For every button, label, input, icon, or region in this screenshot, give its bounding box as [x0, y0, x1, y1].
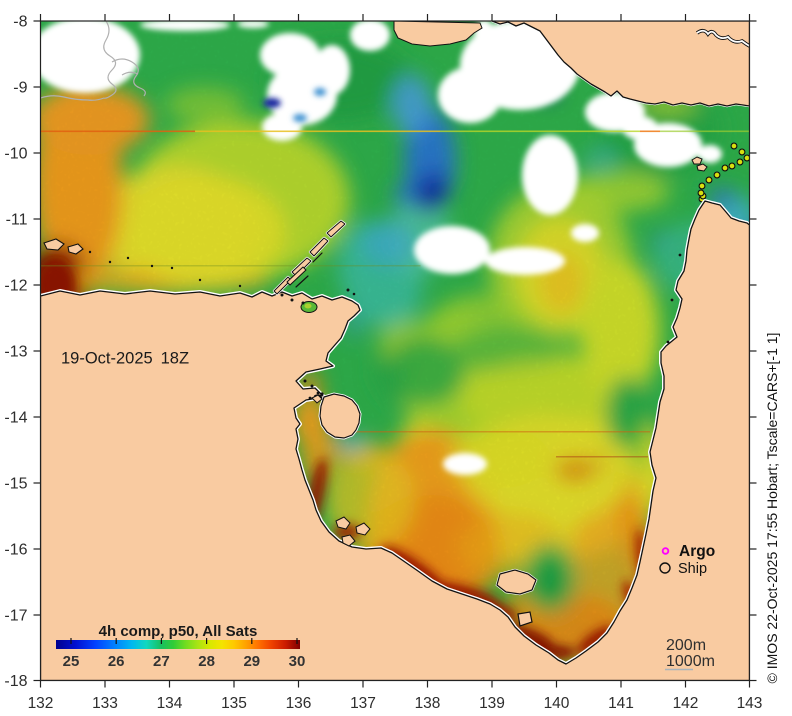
- svg-text:138: 138: [415, 695, 441, 712]
- svg-text:-8: -8: [13, 14, 27, 31]
- svg-text:141: 141: [608, 695, 634, 712]
- svg-text:133: 133: [92, 695, 118, 712]
- svg-text:-12: -12: [4, 278, 27, 295]
- svg-text:-13: -13: [4, 344, 27, 361]
- svg-text:-14: -14: [4, 410, 27, 427]
- svg-text:-15: -15: [4, 476, 27, 493]
- svg-text:1000m: 1000m: [666, 653, 715, 670]
- svg-text:29: 29: [243, 653, 260, 670]
- svg-text:142: 142: [673, 695, 699, 712]
- svg-text:132: 132: [28, 695, 54, 712]
- svg-text:25: 25: [63, 653, 80, 670]
- svg-text:27: 27: [153, 653, 170, 670]
- svg-text:134: 134: [157, 695, 183, 712]
- svg-text:-11: -11: [6, 212, 28, 229]
- svg-text:-18: -18: [4, 673, 27, 690]
- svg-text:-16: -16: [4, 542, 27, 559]
- svg-text:Ship: Ship: [678, 561, 707, 577]
- svg-text:-17: -17: [4, 608, 27, 625]
- svg-text:-9: -9: [13, 80, 27, 97]
- svg-text:139: 139: [479, 695, 505, 712]
- svg-text:28: 28: [198, 653, 215, 670]
- svg-text:© IMOS 22-Oct-2025 17:55 Hobar: © IMOS 22-Oct-2025 17:55 Hobart; Tscale=…: [764, 333, 780, 684]
- svg-text:26: 26: [108, 653, 125, 670]
- svg-text:140: 140: [544, 695, 570, 712]
- svg-text:19-Oct-2025 18Z: 19-Oct-2025 18Z: [61, 350, 189, 368]
- svg-text:4h comp, p50, All Sats: 4h comp, p50, All Sats: [99, 623, 258, 640]
- svg-text:-10: -10: [4, 146, 27, 163]
- svg-text:135: 135: [221, 695, 247, 712]
- svg-text:Argo: Argo: [679, 543, 715, 560]
- svg-text:136: 136: [286, 695, 312, 712]
- svg-text:30: 30: [289, 653, 306, 670]
- svg-text:143: 143: [737, 695, 763, 712]
- svg-text:137: 137: [350, 695, 376, 712]
- svg-text:200m: 200m: [666, 637, 706, 654]
